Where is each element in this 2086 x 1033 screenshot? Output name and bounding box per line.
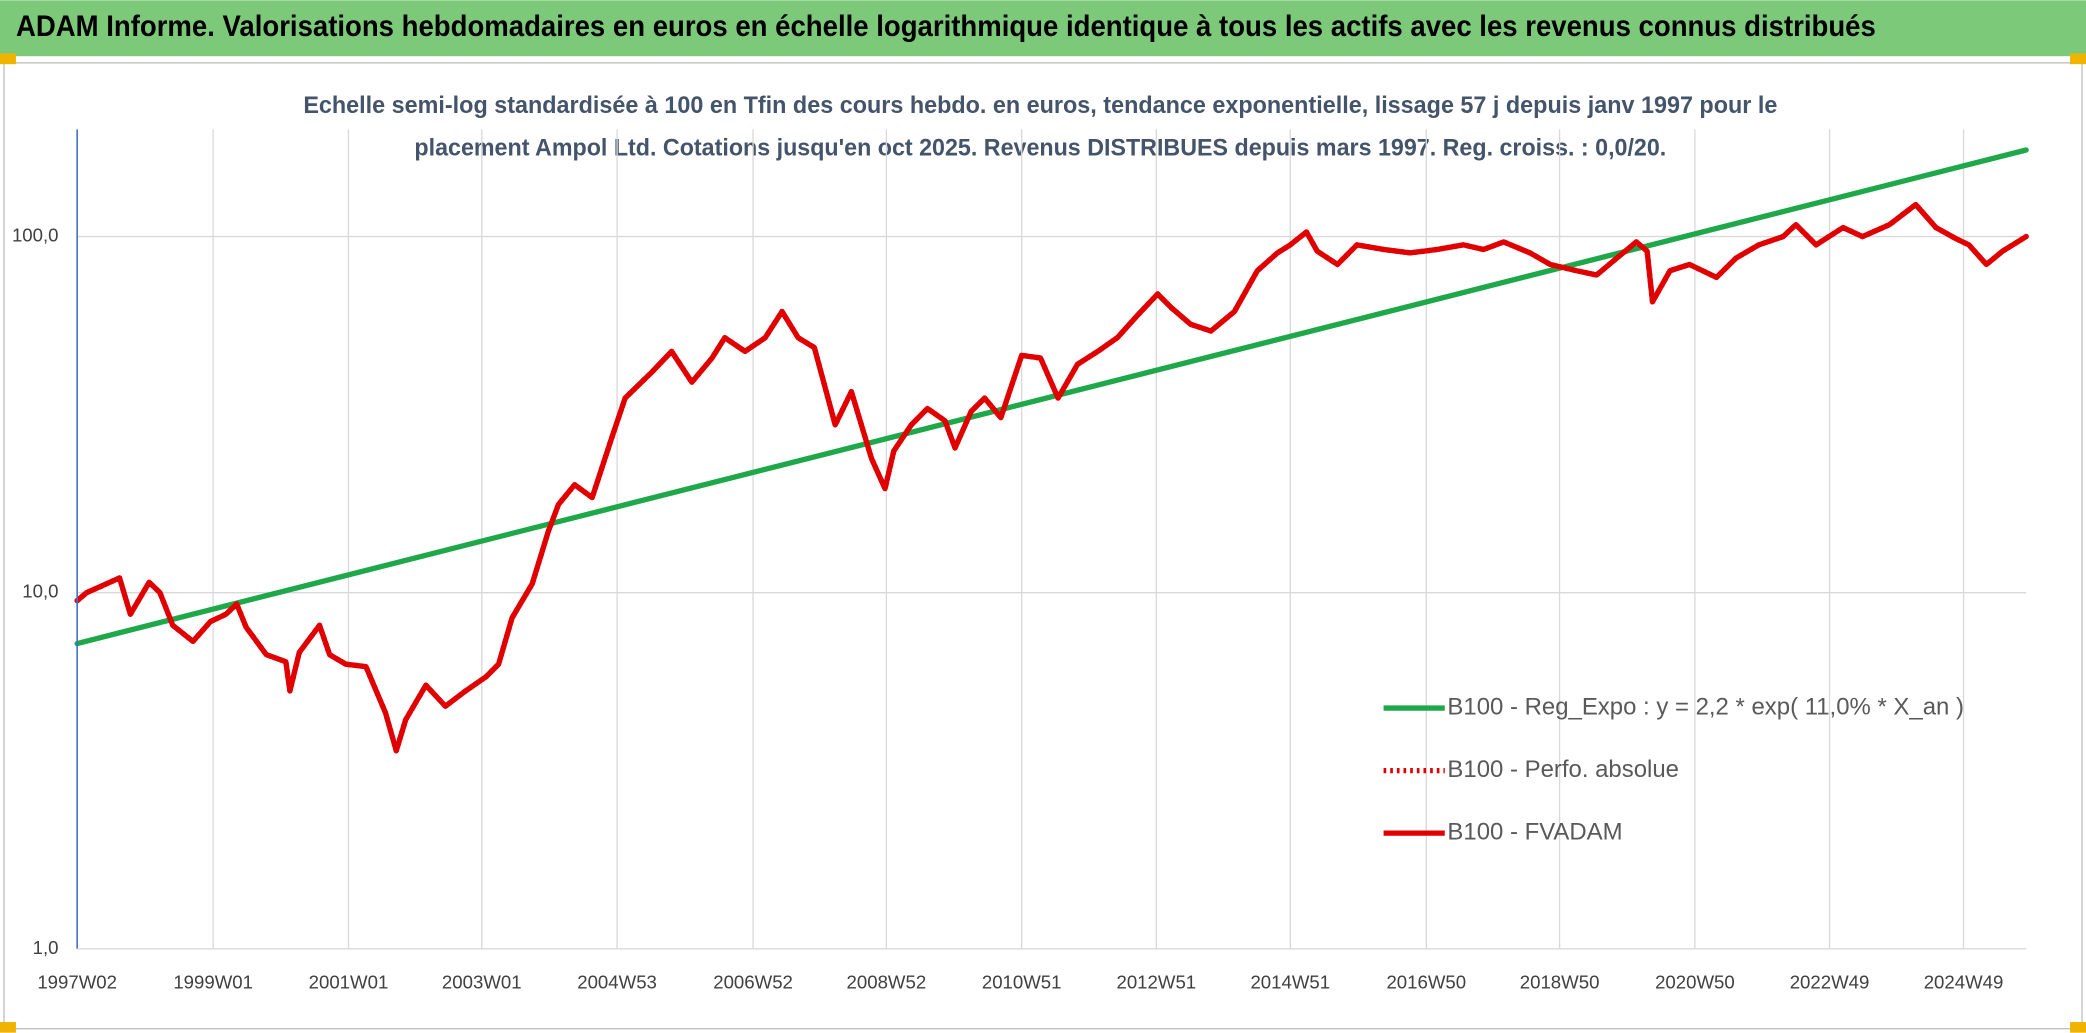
plot-area: [74, 147, 2029, 754]
x-tick-label: 2012W51: [1116, 971, 1196, 992]
chart-subtitle: placement Ampol Ltd. Cotations jusqu'en …: [414, 135, 1666, 162]
title-bar: [0, 0, 2086, 57]
corner-mark: [2070, 1022, 2086, 1033]
x-tick-label: 1999W01: [173, 971, 253, 992]
x-tick-label: 2022W49: [1790, 971, 1870, 992]
x-tick-label: 2018W50: [1520, 971, 1600, 992]
series-line: [74, 147, 2029, 647]
x-tick-label: 2024W49: [1924, 971, 2004, 992]
chart-subtitle: Echelle semi-log standardisée à 100 en T…: [303, 92, 1777, 119]
corner-mark: [0, 53, 16, 65]
corner-mark: [2070, 53, 2086, 65]
x-tick-label: 2003W01: [442, 971, 522, 992]
x-tick-label: 1997W02: [37, 971, 117, 992]
x-tick-label: 2006W52: [713, 971, 793, 992]
x-tick-label: 2008W52: [847, 971, 927, 992]
corner-mark: [0, 1022, 16, 1033]
chart-title: ADAM Informe. Valorisations hebdomadaire…: [16, 11, 1876, 43]
legend-label: B100 - FVADAM: [1447, 818, 1622, 845]
legend-label: B100 - Perfo. absolue: [1447, 756, 1679, 783]
x-tick-label: 2020W50: [1655, 971, 1735, 992]
legend-label: B100 - Reg_Expo : y = 2,2 * exp( 11,0% *…: [1447, 693, 1964, 720]
x-tick-label: 2016W50: [1386, 971, 1466, 992]
axes: 1997W02 1999W01 2001W01 2003W01 2004W53 2006W…: [12, 129, 2027, 992]
x-tick-label: 2001W01: [309, 971, 389, 992]
legend: B100 - Reg_Expo : y = 2,2 * exp( 11,0% *…: [1383, 693, 1964, 845]
y-tick-label: 100,0: [12, 224, 59, 245]
x-tick-label: 2004W53: [577, 971, 657, 992]
x-tick-label: 2014W51: [1250, 971, 1330, 992]
y-tick-label: 1,0: [33, 937, 59, 958]
chart-frame: [3, 62, 2083, 1030]
x-tick-label: 2010W51: [982, 971, 1062, 992]
series-line: [74, 201, 2029, 754]
y-tick-label: 10,0: [22, 581, 58, 602]
